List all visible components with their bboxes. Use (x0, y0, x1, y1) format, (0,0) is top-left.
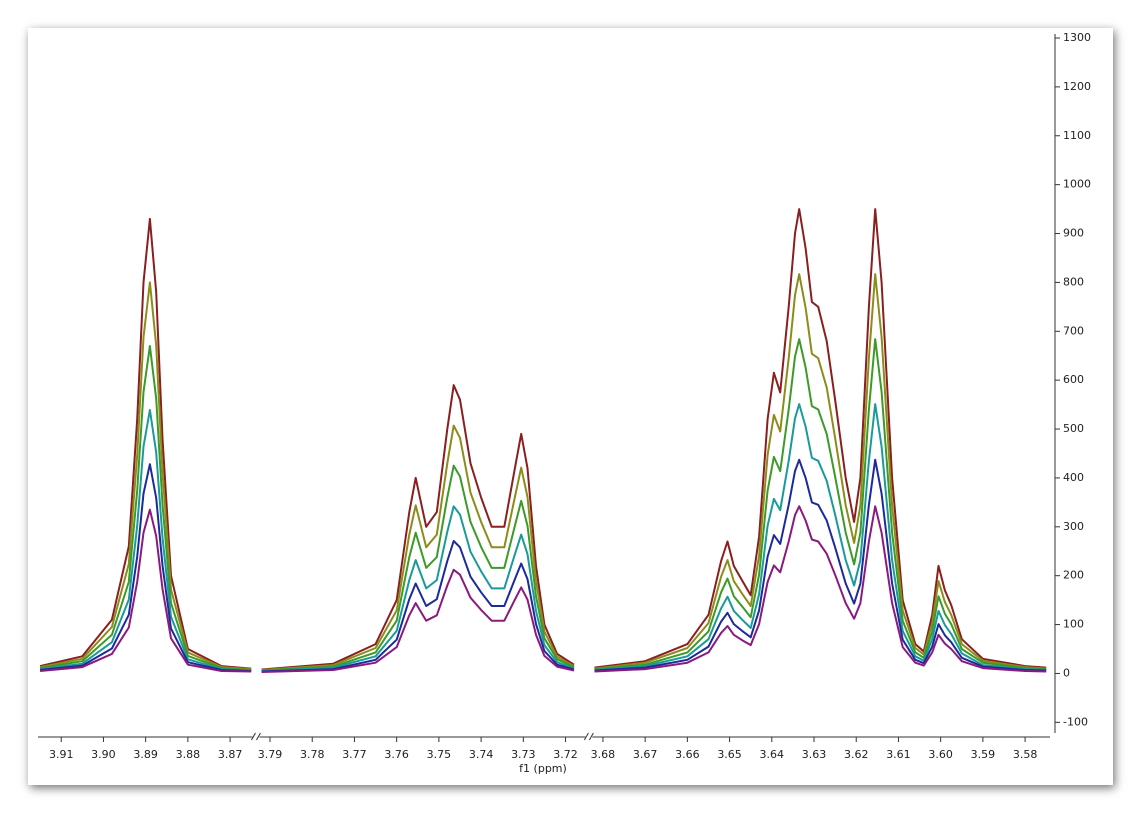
x-tick-label: 3.72 (553, 748, 578, 761)
y-tick-label: 100 (1063, 618, 1084, 631)
x-tick-label: 3.64 (760, 748, 785, 761)
x-tick-label: 3.77 (342, 748, 367, 761)
spectrum-trace (594, 338, 1047, 671)
spectrum-trace (594, 403, 1047, 671)
spectrum-trace (39, 409, 252, 672)
y-tick-label: 300 (1063, 520, 1084, 533)
x-tick-label: 3.58 (1013, 748, 1038, 761)
y-tick-label: -100 (1063, 715, 1088, 728)
y-tick-label: 1100 (1063, 129, 1091, 142)
spectrum-trace (261, 384, 575, 671)
spectrum-trace (594, 505, 1047, 673)
y-tick-label: 600 (1063, 373, 1084, 386)
x-tick-label: 3.88 (176, 748, 201, 761)
x-tick-label: 3.61 (886, 748, 911, 761)
x-tick-label: 3.66 (675, 748, 700, 761)
y-tick-label: 700 (1063, 324, 1084, 337)
axis-break (256, 732, 261, 741)
y-tick-label: 0 (1063, 666, 1070, 679)
spectrum-trace (594, 273, 1047, 670)
x-tick-label: 3.89 (133, 748, 158, 761)
y-tick-label: 400 (1063, 471, 1084, 484)
x-tick-label: 3.74 (469, 748, 494, 761)
y-tick-label: 1200 (1063, 80, 1091, 93)
x-tick-label: 3.87 (218, 748, 243, 761)
axis-break (583, 732, 589, 741)
x-tick-label: 3.91 (49, 748, 74, 761)
x-tick-label: 3.78 (300, 748, 325, 761)
x-tick-label: 3.73 (511, 748, 536, 761)
y-tick-label: 500 (1063, 422, 1084, 435)
axis-break (251, 732, 256, 741)
spectrum-trace (39, 217, 252, 670)
spectrum-trace (594, 208, 1047, 669)
spectrum-trace (261, 505, 575, 672)
y-tick-label: 800 (1063, 275, 1084, 288)
spectrum-trace (594, 458, 1047, 672)
axis-break (588, 732, 594, 741)
x-tick-label: 3.65 (717, 748, 742, 761)
spectrum-trace (39, 463, 252, 672)
spectrum-trace (261, 540, 575, 673)
x-tick-label: 3.59 (971, 748, 996, 761)
spectrum-trace (261, 424, 575, 671)
x-tick-label: 3.75 (427, 748, 452, 761)
spectrum-trace (261, 464, 575, 672)
x-tick-label: 3.63 (802, 748, 827, 761)
x-tick-label: 3.62 (844, 748, 869, 761)
y-tick-label: 200 (1063, 569, 1084, 582)
x-tick-label: 3.90 (91, 748, 116, 761)
y-tick-label: 900 (1063, 227, 1084, 240)
spectrum-trace (39, 281, 252, 671)
spectrum-trace (40, 508, 252, 673)
x-tick-label: 3.68 (591, 748, 616, 761)
x-tick-label: 3.79 (258, 748, 283, 761)
spectrum-trace (261, 568, 575, 673)
spectrum-trace (39, 345, 252, 671)
x-axis-label: f1 (ppm) (519, 762, 567, 775)
y-tick-label: 1300 (1063, 31, 1091, 44)
x-tick-label: 3.67 (633, 748, 658, 761)
x-tick-label: 3.76 (384, 748, 409, 761)
y-tick-label: 1000 (1063, 178, 1091, 191)
x-tick-label: 3.60 (928, 748, 953, 761)
